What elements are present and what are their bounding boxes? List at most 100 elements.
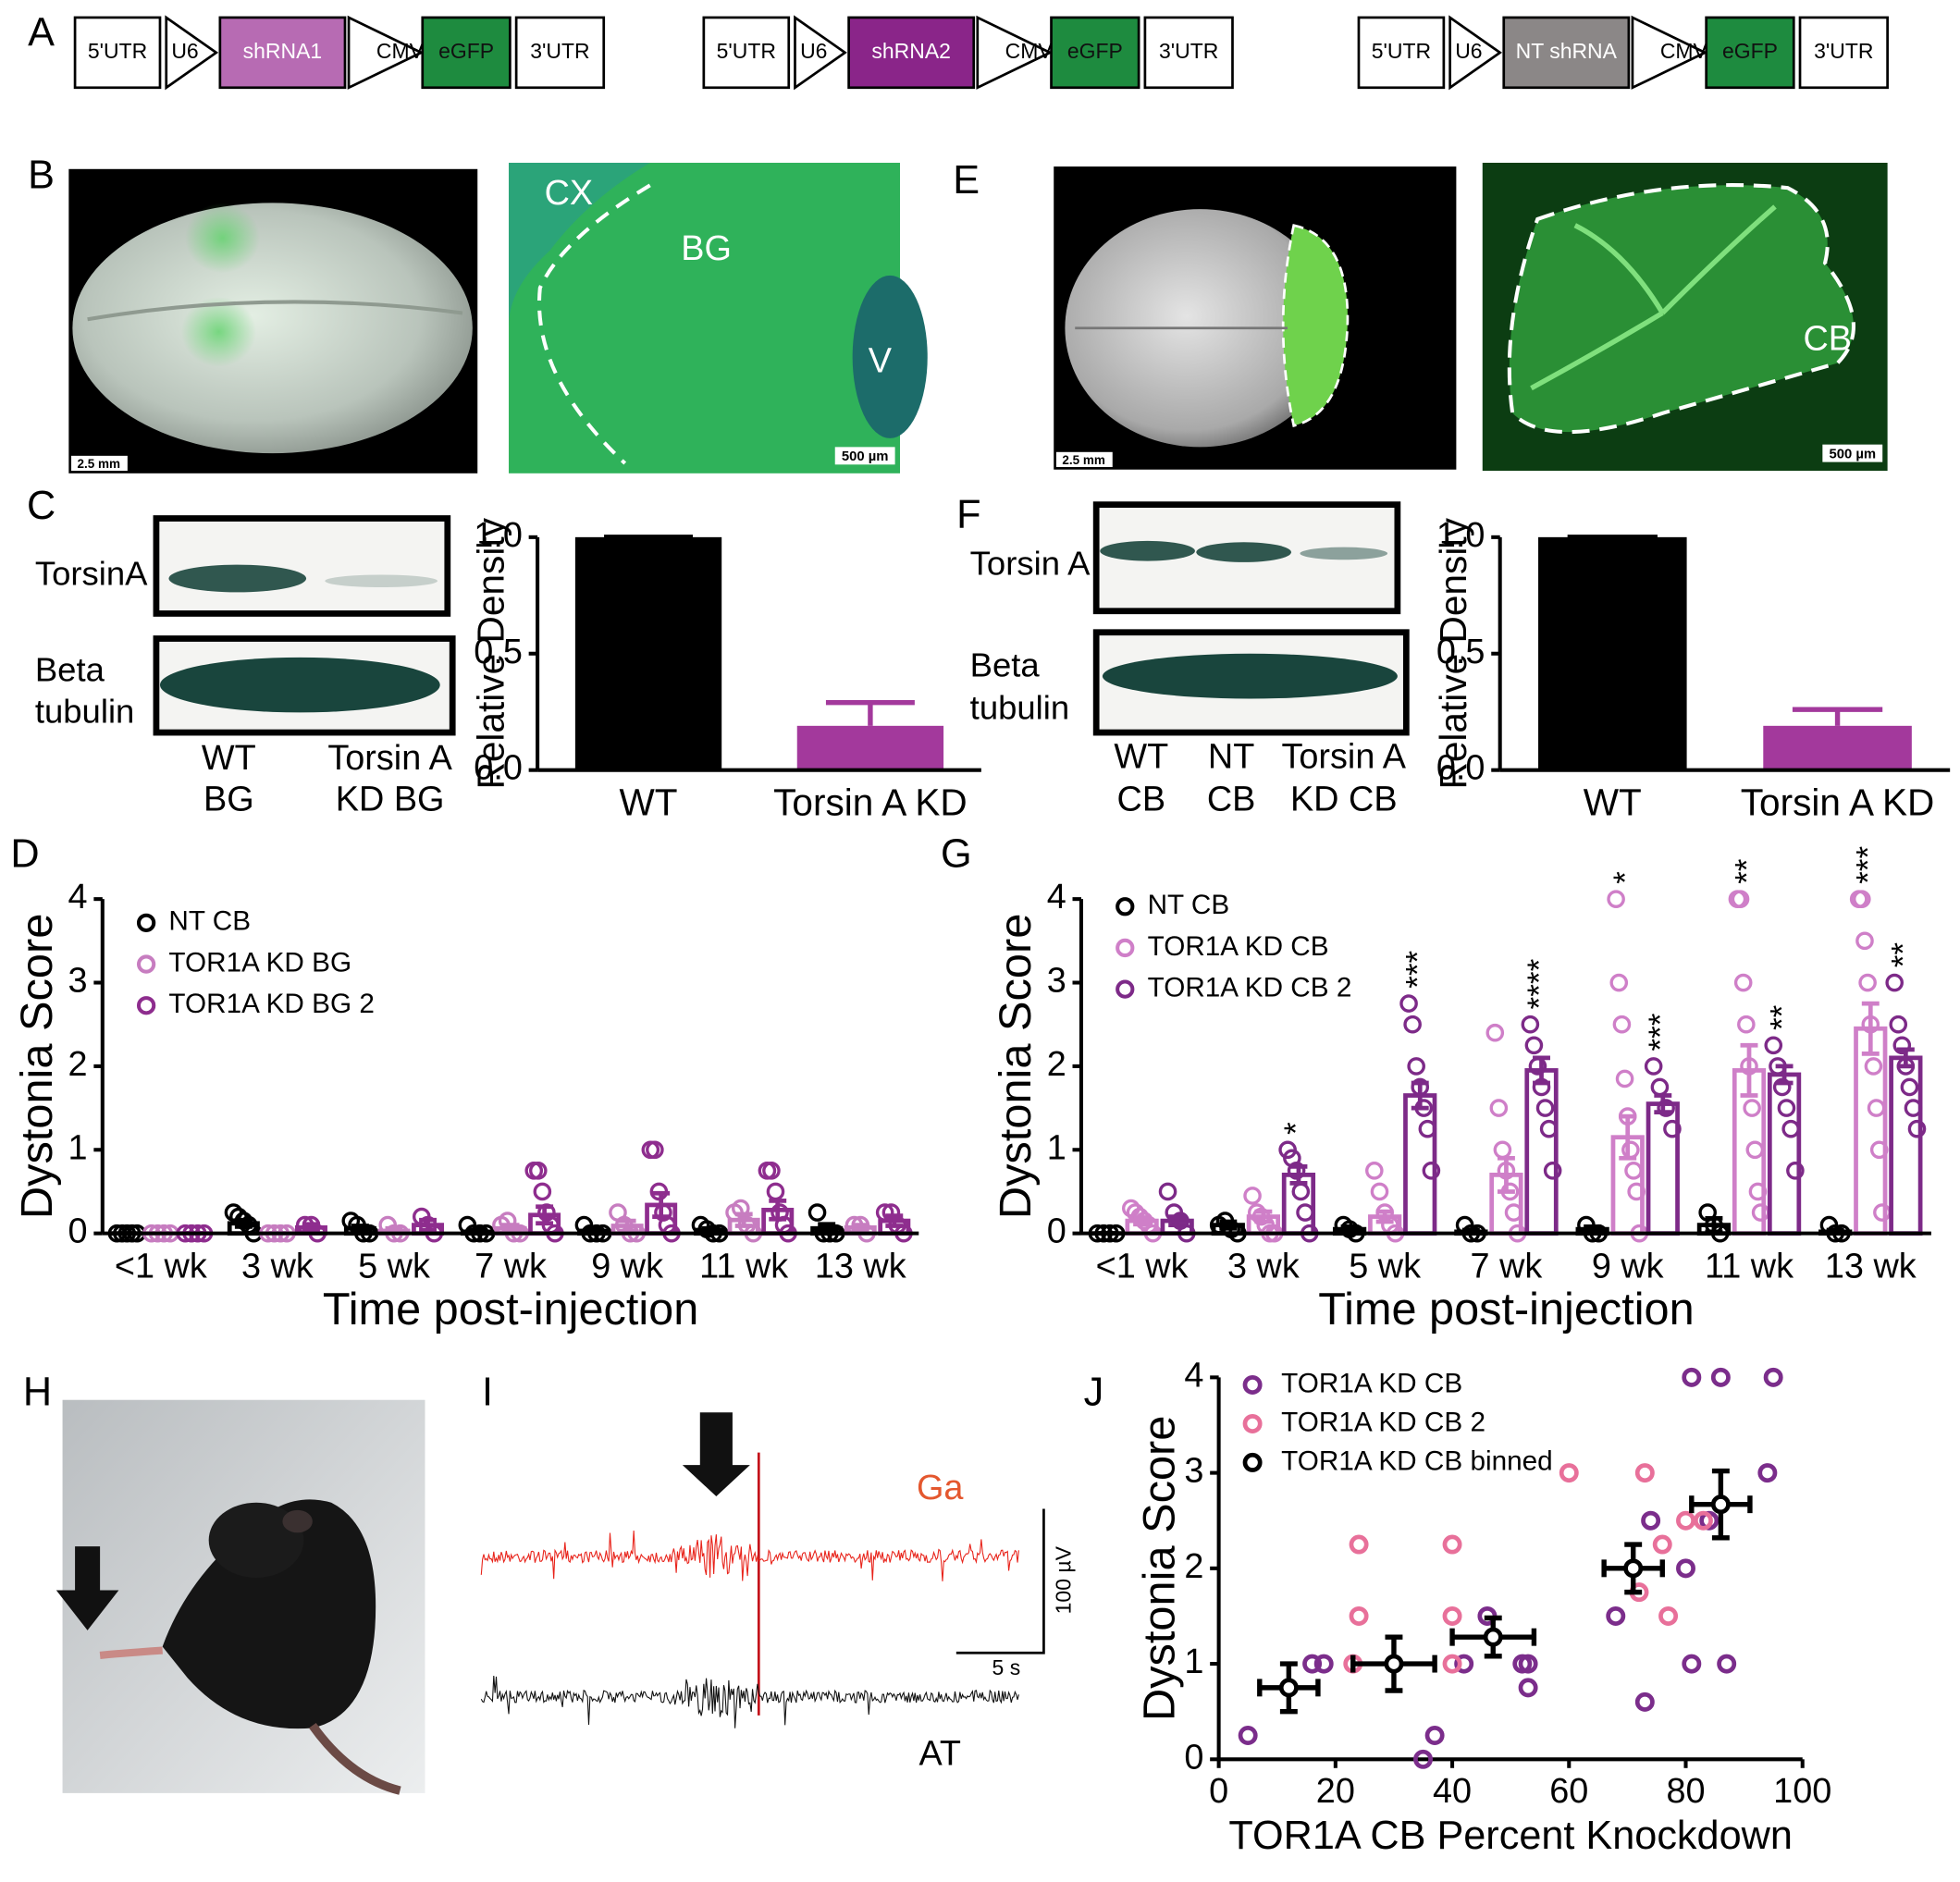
- data-point: [1158, 1182, 1177, 1201]
- data-point: [1489, 1099, 1509, 1117]
- region-label: CX: [545, 174, 594, 213]
- x-axis-title: TOR1A CB Percent Knockdown: [1228, 1814, 1792, 1858]
- construct-label: shRNA2: [871, 39, 951, 63]
- lane-label: WT: [1114, 737, 1168, 776]
- band-label: Torsin A: [970, 545, 1091, 583]
- whole-brain-photo: 2.5 mm: [68, 168, 478, 474]
- emg-trace: [480, 1675, 1019, 1728]
- x-tick-label: <1 wk: [115, 1248, 207, 1286]
- y-tick-label: 4: [68, 878, 88, 916]
- bar: [796, 725, 944, 770]
- x-axis-title: Time post-injection: [323, 1285, 698, 1335]
- y-tick-label: 1: [68, 1128, 88, 1167]
- x-tick-label: 9 wk: [591, 1248, 663, 1286]
- bar: [1767, 1072, 1802, 1236]
- data-point: [875, 1203, 894, 1222]
- data-point: [1867, 1099, 1886, 1117]
- data-point: [1422, 1162, 1441, 1180]
- data-point: [1869, 1140, 1889, 1160]
- x-tick-label: 60: [1549, 1772, 1588, 1811]
- x-tick-label: 11 wk: [699, 1248, 788, 1286]
- data-point: [1302, 1654, 1323, 1674]
- y-tick-label: 0: [1047, 1212, 1066, 1251]
- data-point: [1657, 1099, 1675, 1117]
- cerebellum-section: CB 500 µm: [1482, 163, 1888, 472]
- data-point: [1399, 994, 1418, 1013]
- data-point: [533, 1182, 552, 1201]
- construct-element: [1705, 16, 1795, 90]
- data-point: [1652, 1534, 1672, 1555]
- legend-marker: [1242, 1452, 1263, 1472]
- construct-label: 5'UTR: [1372, 39, 1431, 63]
- data-point: [1748, 1182, 1768, 1201]
- construct-element: [514, 16, 606, 90]
- data-point: [1612, 1015, 1632, 1034]
- x-tick-label: <1 wk: [1096, 1248, 1189, 1286]
- panel-label: H: [23, 1371, 52, 1415]
- significance: ***: [1400, 950, 1436, 988]
- data-point: [762, 1162, 781, 1180]
- data-point: [1403, 1015, 1422, 1034]
- whole-brain-photo: 2.5 mm: [1054, 166, 1457, 470]
- construct-element: [847, 16, 976, 90]
- data-point: [1892, 1036, 1912, 1055]
- construct-label: eGFP: [1067, 39, 1123, 63]
- construct-label: eGFP: [1722, 39, 1778, 63]
- data-point: [1743, 1099, 1761, 1117]
- panel-label: B: [28, 154, 55, 198]
- y-tick-label: 0.5: [474, 633, 523, 671]
- data-point: [1615, 1069, 1634, 1089]
- promoter-arrow: [347, 15, 425, 90]
- significance: *: [1608, 871, 1644, 884]
- data-point: [1243, 1187, 1262, 1205]
- legend-marker: [1116, 979, 1135, 999]
- data-point: [1524, 1036, 1544, 1055]
- data-point: [1731, 890, 1750, 908]
- band-label: Beta: [35, 651, 105, 689]
- data-point: [1384, 1654, 1404, 1674]
- y-tick-label: 3: [1047, 961, 1066, 1000]
- construct-label: NT shRNA: [1516, 39, 1618, 63]
- data-point: [1607, 890, 1625, 908]
- data-point: [1365, 1162, 1384, 1180]
- data-point: [1737, 1015, 1756, 1034]
- data-point: [646, 1140, 664, 1160]
- trace-label: Ga: [917, 1469, 964, 1507]
- y-tick-label: 1.0: [474, 516, 523, 555]
- emg-trace: [480, 1531, 1019, 1581]
- promoter-arrow: [1448, 15, 1503, 91]
- data-point: [1781, 1119, 1800, 1138]
- data-point: [1609, 973, 1629, 992]
- y-axis-title: Relative Density: [1432, 517, 1474, 789]
- scale-label: 100 µV: [1051, 1545, 1075, 1614]
- emg-panel: Ga AT 100 µV 5 s: [480, 1412, 1075, 1773]
- legend-marker: [1116, 897, 1135, 916]
- construct-element: [1357, 16, 1446, 90]
- lane-label: KD BG: [336, 781, 445, 819]
- bar: [1763, 725, 1912, 770]
- blot-band: [1100, 540, 1195, 561]
- promoter-arrow: [165, 15, 219, 91]
- legend-marker: [1242, 1374, 1263, 1395]
- data-point: [1521, 1015, 1540, 1034]
- construct-label: 5'UTR: [717, 39, 776, 63]
- band-label: tubulin: [970, 688, 1070, 726]
- data-point: [1763, 1367, 1783, 1387]
- scale-label: 500 µm: [1829, 447, 1876, 461]
- data-point: [1864, 1057, 1883, 1076]
- x-tick-label: 80: [1666, 1772, 1705, 1811]
- data-point: [1535, 1099, 1555, 1117]
- significance: *: [1278, 1122, 1314, 1135]
- x-tick-label: 0: [1209, 1772, 1228, 1811]
- legend-marker: [1242, 1413, 1263, 1433]
- data-point: [1624, 1162, 1643, 1180]
- data-point: [1504, 1203, 1523, 1222]
- construct-label: 3'UTR: [1159, 39, 1218, 63]
- construct-label: 3'UTR: [530, 39, 589, 63]
- promoter-arrow: [1631, 15, 1708, 90]
- data-point: [1407, 1057, 1425, 1076]
- construct-label: CMV: [376, 39, 425, 63]
- legend-label: NT CB: [1148, 890, 1230, 920]
- legend-marker: [136, 954, 156, 974]
- y-tick-label: 1: [1047, 1128, 1066, 1167]
